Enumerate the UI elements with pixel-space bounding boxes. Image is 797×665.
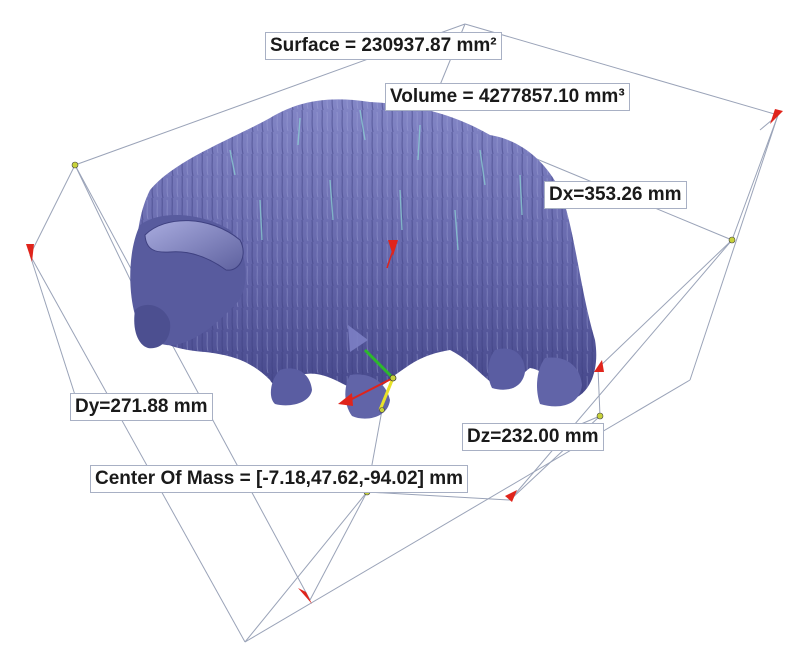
arrowhead-icon xyxy=(26,244,34,262)
dimension-arrowheads xyxy=(26,109,783,604)
vertex-node[interactable] xyxy=(596,412,604,420)
model-horn xyxy=(144,220,244,271)
model-leg-front-left xyxy=(270,368,312,406)
model-leg-rear-right xyxy=(537,357,582,407)
model-fur-texture xyxy=(131,99,597,401)
axis-x-icon xyxy=(349,377,394,401)
center-of-mass-label: Center Of Mass = [-7.18,47.62,-94.02] mm xyxy=(90,465,469,493)
dimension-y-label: Dy=271.88 mm xyxy=(70,393,213,421)
axis-z-icon xyxy=(378,377,395,411)
volume-label: Volume = 4277857.10 mm³ xyxy=(385,83,630,111)
center-of-mass-point[interactable] xyxy=(389,374,397,382)
vertex-node[interactable] xyxy=(379,407,385,413)
small-y-marker-icon xyxy=(388,240,398,256)
arrowhead-icon xyxy=(594,360,604,372)
arrowhead-icon xyxy=(770,109,783,124)
model-leg-rear-left xyxy=(488,348,525,390)
axis-x-arrowhead-icon xyxy=(338,393,353,406)
view-direction-arrowhead-icon xyxy=(348,325,368,352)
vertex-node[interactable] xyxy=(728,236,736,244)
wireframe-nodes xyxy=(71,161,736,496)
vertex-node[interactable] xyxy=(71,161,79,169)
surface-area-label: Surface = 230937.87 mm² xyxy=(265,32,502,60)
dimension-x-label: Dx=353.26 mm xyxy=(544,181,687,209)
arrowhead-icon xyxy=(298,588,312,604)
center-of-mass-triad-icon[interactable] xyxy=(338,240,398,411)
model-muzzle xyxy=(134,304,171,349)
arrowhead-icon xyxy=(505,490,517,502)
musk-ox-model[interactable] xyxy=(130,99,597,419)
dimension-z-label: Dz=232.00 mm xyxy=(462,423,604,451)
model-highlights xyxy=(229,109,523,251)
axis-y-icon xyxy=(363,348,395,380)
small-axis-icon xyxy=(386,249,394,269)
